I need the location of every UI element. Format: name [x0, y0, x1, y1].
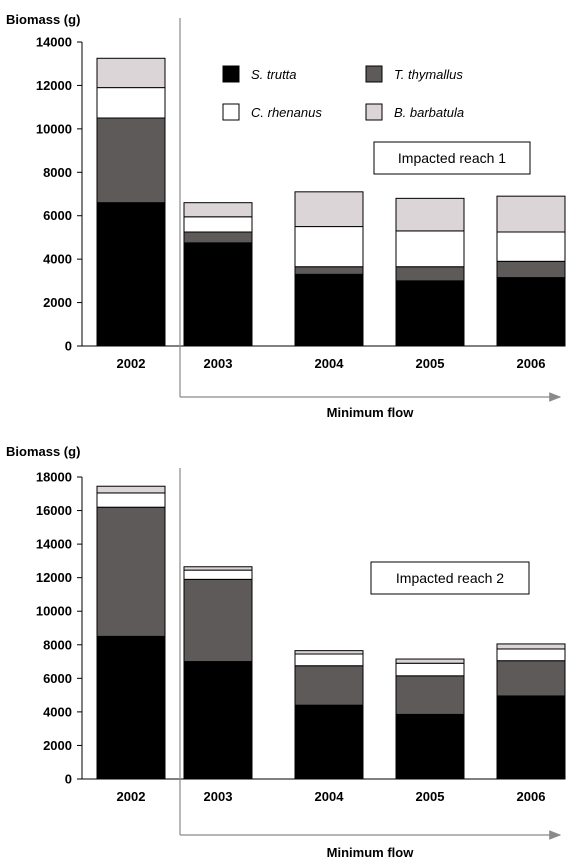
bar-segment-2005-t-thymallus — [395, 675, 465, 715]
x-tick-label: 2002 — [117, 356, 146, 371]
bar-segment-2005-c-rhenanus — [395, 662, 465, 677]
bar-segment-2004-s-trutta — [294, 273, 364, 347]
y-tick-label: 16000 — [36, 503, 72, 518]
bar-segment-2004-c-rhenanus — [294, 226, 364, 268]
bar-segment-2002-c-rhenanus — [96, 492, 166, 508]
y-tick-label: 10000 — [36, 604, 72, 619]
bar-segment-2003-t-thymallus — [183, 578, 253, 663]
bar-segment-2005-c-rhenanus — [395, 230, 465, 268]
chart-impacted-reach-2: Biomass (g) 0 2000 4000 6000 8000 10000 12000 14… — [6, 444, 566, 860]
legend-swatch-c-rhenanus — [222, 103, 240, 121]
bar-segment-2006-c-rhenanus — [496, 231, 566, 262]
legend-label-s-trutta: S. trutta — [251, 67, 297, 82]
annotation-text: Impacted reach 2 — [396, 570, 504, 586]
x-tick-label: 2003 — [204, 356, 233, 371]
bar-segment-2003-b-barbatula — [183, 202, 253, 218]
x-tick-label: 2003 — [204, 789, 233, 804]
bar-segment-2004-t-thymallus — [294, 665, 364, 706]
legend-swatch-b-barbatula — [365, 103, 383, 121]
annotation-box — [373, 141, 531, 175]
y-axis-label: Biomass (g) — [6, 444, 80, 459]
minimum-flow-label: Minimum flow — [327, 845, 415, 860]
bar-segment-2006-t-thymallus — [496, 260, 566, 279]
x-tick-label: 2006 — [517, 789, 546, 804]
chart-impacted-reach-1: Biomass (g) 0 2000 4000 6000 8000 10000 12000 14… — [6, 12, 566, 420]
bar-segment-2002-c-rhenanus — [96, 87, 166, 119]
y-tick-label: 8000 — [43, 165, 72, 180]
y-axis-label: Biomass (g) — [6, 12, 80, 27]
y-tick-label: 4000 — [43, 704, 72, 719]
annotation-box — [370, 561, 530, 595]
bar-segment-2003-s-trutta — [183, 242, 253, 347]
bar-segment-2004-b-barbatula — [294, 650, 364, 655]
bar-segment-2004-b-barbatula — [294, 191, 364, 228]
y-tick-label: 6000 — [43, 208, 72, 223]
x-tick-label: 2006 — [517, 356, 546, 371]
y-tick-label: 2000 — [43, 295, 72, 310]
x-tick-label: 2005 — [416, 356, 445, 371]
y-tick-label: 18000 — [36, 470, 72, 485]
y-tick-label: 8000 — [43, 637, 72, 652]
x-tick-label: 2002 — [117, 789, 146, 804]
y-tick-label: 14000 — [36, 35, 72, 50]
bar-segment-2004-c-rhenanus — [294, 653, 364, 667]
bar-segment-2003-c-rhenanus — [183, 569, 253, 580]
bar-segment-2004-t-thymallus — [294, 266, 364, 275]
x-tick-label: 2005 — [416, 789, 445, 804]
legend-swatch-t-thymallus — [365, 65, 383, 83]
bar-segment-2002-t-thymallus — [96, 117, 166, 204]
bar-segment-2003-s-trutta — [183, 661, 253, 780]
legend-label-b-barbatula: B. barbatula — [394, 105, 464, 120]
y-tick-label: 4000 — [43, 252, 72, 267]
bar-segment-2006-s-trutta — [496, 277, 566, 347]
bar-segment-2002-s-trutta — [96, 635, 166, 780]
bar-segment-2003-b-barbatula — [183, 566, 253, 571]
y-tick-label: 14000 — [36, 537, 72, 552]
bar-segment-2006-b-barbatula — [496, 195, 566, 233]
bar-segment-2006-s-trutta — [496, 695, 566, 780]
legend-swatch-s-trutta — [222, 65, 240, 83]
bar-segment-2005-t-thymallus — [395, 266, 465, 282]
y-tick-label: 6000 — [43, 671, 72, 686]
y-tick-label: 10000 — [36, 121, 72, 136]
y-tick-label: 0 — [65, 339, 72, 354]
bar-segment-2005-s-trutta — [395, 713, 465, 780]
bar-segment-2005-s-trutta — [395, 280, 465, 347]
bar-segment-2006-c-rhenanus — [496, 648, 566, 662]
minimum-flow-label: Minimum flow — [327, 405, 415, 420]
bar-segment-2004-s-trutta — [294, 704, 364, 780]
x-tick-label: 2004 — [315, 789, 345, 804]
bar-segment-2002-t-thymallus — [96, 506, 166, 637]
bar-segment-2003-t-thymallus — [183, 231, 253, 244]
y-tick-label: 0 — [65, 772, 72, 787]
bar-segment-2002-b-barbatula — [96, 485, 166, 494]
y-tick-label: 12000 — [36, 570, 72, 585]
legend-label-c-rhenanus: C. rhenanus — [251, 105, 322, 120]
bar-segment-2006-t-thymallus — [496, 660, 566, 697]
bar-segment-2002-s-trutta — [96, 202, 166, 347]
bar-segment-2002-b-barbatula — [96, 57, 166, 89]
bar-segment-2005-b-barbatula — [395, 658, 465, 664]
annotation-text: Impacted reach 1 — [398, 150, 506, 166]
legend-label-t-thymallus: T. thymallus — [394, 67, 463, 82]
y-tick-label: 2000 — [43, 738, 72, 753]
bar-segment-2003-c-rhenanus — [183, 216, 253, 233]
bar-segment-2005-b-barbatula — [395, 197, 465, 232]
y-tick-label: 12000 — [36, 78, 72, 93]
x-tick-label: 2004 — [315, 356, 345, 371]
bar-segment-2006-b-barbatula — [496, 643, 566, 650]
